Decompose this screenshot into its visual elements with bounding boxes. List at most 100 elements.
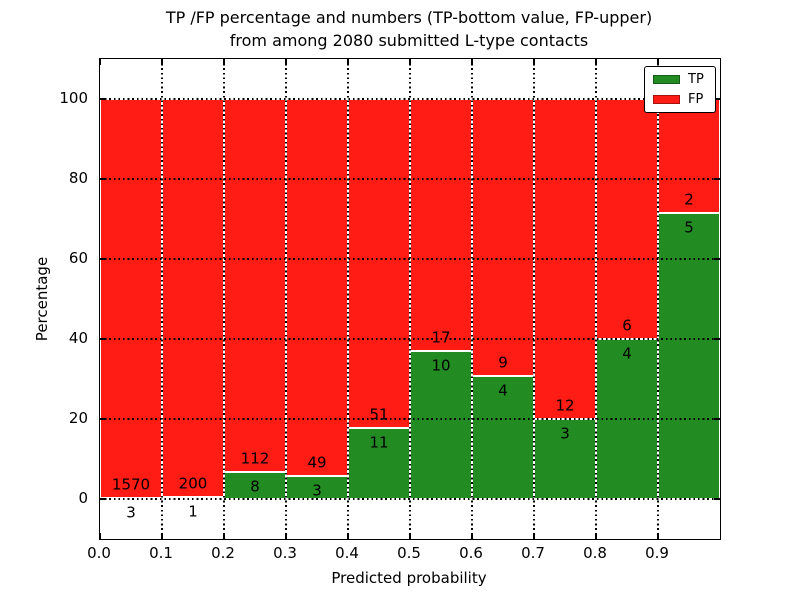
x-tick-bottom [161,533,163,539]
x-tick-label: 0.7 [521,544,545,562]
y-tick-label: 40 [68,328,88,347]
x-axis-label: Predicted probability [331,569,487,587]
x-tick-top [595,59,597,65]
gridline-horizontal [100,498,720,500]
chart-title-line2: from among 2080 submitted L-type contact… [229,31,589,50]
x-tick-top [347,59,349,65]
x-tick-label: 0.5 [397,544,421,562]
x-tick-label: 0.4 [335,544,359,562]
legend-swatch-tp [653,75,680,84]
x-tick-top [657,59,659,65]
y-tick-left [100,338,106,340]
bar-value-fp: 49 [307,453,327,472]
legend: TP FP [644,66,716,113]
chart-title-line1: TP /FP percentage and numbers (TP-bottom… [165,8,653,27]
bar-value-tp: 3 [312,481,322,500]
legend-label-fp: FP [688,92,704,107]
bar-segment-fp [100,99,162,499]
x-tick-top [533,59,535,65]
bar-value-tp: 1 [188,502,198,521]
x-tick-bottom [657,533,659,539]
gridline-horizontal [100,418,720,420]
y-tick-right [714,498,720,500]
y-tick-right [714,338,720,340]
bars-layer [100,59,720,539]
bar-value-tp: 8 [250,477,260,496]
y-tick-label: 0 [78,488,88,507]
bar-segment-fp [596,99,658,339]
x-tick-top [409,59,411,65]
x-tick-bottom [471,533,473,539]
bar-value-tp: 3 [126,503,136,522]
legend-label-tp: TP [688,72,704,87]
bar-segment-tp [658,213,720,499]
gridline-vertical [471,59,473,539]
plot-area: 1570 3 200 1 112 8 49 3 51 11 17 10 9 4 12 3 6 4 2 5 [99,58,721,540]
y-tick-right [714,98,720,100]
bar-value-tp: 4 [622,344,632,363]
chart-title: TP /FP percentage and numbers (TP-bottom… [99,6,719,52]
gridline-horizontal [100,338,720,340]
bar-value-fp: 112 [240,449,270,468]
legend-item-fp: FP [653,93,715,106]
y-tick-left [100,418,106,420]
bar-labels-layer: 1570 3 200 1 112 8 49 3 51 11 17 10 9 4 12 3 6 4 2 5 [100,59,720,539]
bar-value-fp: 51 [369,405,389,424]
y-tick-label: 60 [68,248,88,267]
bar-value-tp: 4 [498,381,508,400]
x-tick-bottom [533,533,535,539]
bar-value-tp: 10 [431,356,451,375]
gridline-vertical [409,59,411,539]
x-tick-bottom [595,533,597,539]
x-tick-bottom [285,533,287,539]
bar-value-tp: 3 [560,424,570,443]
gridlines-layer [100,59,720,539]
bar-segment-fp [472,99,534,376]
gridline-vertical [285,59,287,539]
bar-value-fp: 1570 [111,475,151,494]
gridline-horizontal [100,98,720,100]
bar-segment-fp [348,99,410,429]
x-tick-label: 0.9 [645,544,669,562]
x-tick-label: 0.8 [583,544,607,562]
x-tick-bottom [99,533,101,539]
x-tick-top [161,59,163,65]
bar-value-tp: 5 [684,218,694,237]
y-tick-label: 20 [68,408,88,427]
x-tick-top [99,59,101,65]
bar-value-fp: 9 [498,353,508,372]
legend-swatch-fp [653,95,680,104]
bar-value-fp: 12 [555,396,575,415]
x-tick-top [223,59,225,65]
y-tick-label: 80 [68,168,88,187]
x-tick-bottom [223,533,225,539]
gridline-vertical [223,59,225,539]
bar-segment-fp [224,99,286,473]
x-tick-top [285,59,287,65]
legend-item-tp: TP [653,73,715,86]
bar-value-fp: 6 [622,316,632,335]
x-tick-top [471,59,473,65]
gridline-vertical [161,59,163,539]
x-tick-label: 0.1 [149,544,173,562]
x-tick-label: 0.0 [87,544,111,562]
y-tick-right [714,178,720,180]
y-tick-right [714,418,720,420]
gridline-vertical [595,59,597,539]
bar-value-tp: 11 [369,433,389,452]
gridline-horizontal [100,258,720,260]
bar-value-fp: 200 [178,474,208,493]
ticks-layer [99,59,720,539]
x-tick-bottom [347,533,349,539]
x-tick-bottom [409,533,411,539]
y-tick-left [100,498,106,500]
bar-value-fp: 17 [431,328,451,347]
gridline-vertical [533,59,535,539]
bar-segment-tp [534,419,596,499]
y-tick-left [100,98,106,100]
y-tick-label: 100 [59,88,88,107]
bar-value-fp: 2 [684,190,694,209]
y-tick-left [100,258,106,260]
gridline-vertical [657,59,659,539]
